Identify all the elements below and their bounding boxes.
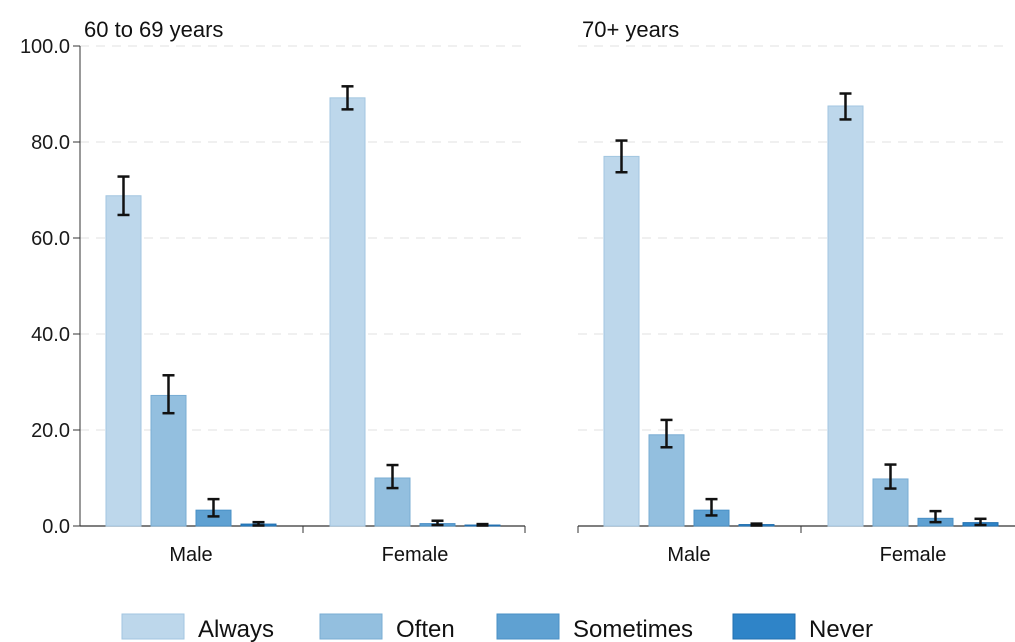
error-bar bbox=[884, 463, 897, 490]
legend-item-sometimes: Sometimes bbox=[496, 613, 693, 642]
error-bar bbox=[386, 463, 399, 490]
error-bar bbox=[162, 374, 175, 415]
error-bar bbox=[252, 520, 265, 527]
y-tick-label: 20.0 bbox=[31, 420, 70, 442]
x-category-label: Female bbox=[880, 544, 947, 566]
error-bar bbox=[117, 175, 130, 217]
x-category-label: Male bbox=[667, 544, 710, 566]
error-bar bbox=[974, 517, 987, 527]
error-bar bbox=[839, 92, 852, 121]
legend-label: Often bbox=[396, 616, 455, 642]
chart-panels: 0.0 20.0 40.0 60.0 80.0 100.0 60 to 69 years Ma… bbox=[20, 17, 1015, 566]
panel-title: 60 to 69 years bbox=[84, 17, 223, 42]
error-bar bbox=[929, 509, 942, 524]
panel-1: 0.0 20.0 40.0 60.0 80.0 100.0 60 to 69 years Ma… bbox=[20, 17, 526, 566]
y-tick-label: 100.0 bbox=[20, 36, 70, 58]
bar-always-male bbox=[603, 155, 640, 527]
legend: Always Often Sometimes Never bbox=[121, 613, 873, 642]
x-category-label: Female bbox=[382, 544, 449, 566]
legend-swatch bbox=[319, 613, 383, 640]
error-bar bbox=[750, 522, 763, 527]
error-bar bbox=[476, 522, 489, 527]
bar-often-male bbox=[648, 434, 685, 527]
bar-always-female bbox=[827, 105, 864, 527]
y-tick-label: 80.0 bbox=[31, 132, 70, 154]
bar-always-female bbox=[329, 97, 366, 527]
bar-always-male bbox=[105, 195, 142, 527]
legend-item-always: Always bbox=[121, 613, 274, 642]
bar-often-male bbox=[150, 394, 187, 527]
error-bar bbox=[207, 497, 220, 518]
y-tick-label: 40.0 bbox=[31, 324, 70, 346]
error-bar bbox=[660, 418, 673, 449]
legend-swatch bbox=[121, 613, 185, 640]
legend-item-never: Never bbox=[732, 613, 873, 642]
legend-label: Always bbox=[198, 616, 274, 642]
x-category-label: Male bbox=[169, 544, 212, 566]
error-bar bbox=[431, 519, 444, 527]
legend-swatch bbox=[496, 613, 560, 640]
legend-swatch bbox=[732, 613, 796, 640]
panel-2: 70+ years Male Female bbox=[577, 17, 1015, 566]
y-tick-label: 60.0 bbox=[31, 228, 70, 250]
legend-label: Never bbox=[809, 616, 873, 642]
legend-label: Sometimes bbox=[573, 616, 693, 642]
error-bar bbox=[615, 139, 628, 174]
panel-title: 70+ years bbox=[582, 17, 679, 42]
legend-item-often: Often bbox=[319, 613, 455, 642]
error-bar bbox=[705, 497, 718, 517]
error-bar bbox=[341, 85, 354, 111]
y-tick-label: 0.0 bbox=[42, 516, 70, 538]
